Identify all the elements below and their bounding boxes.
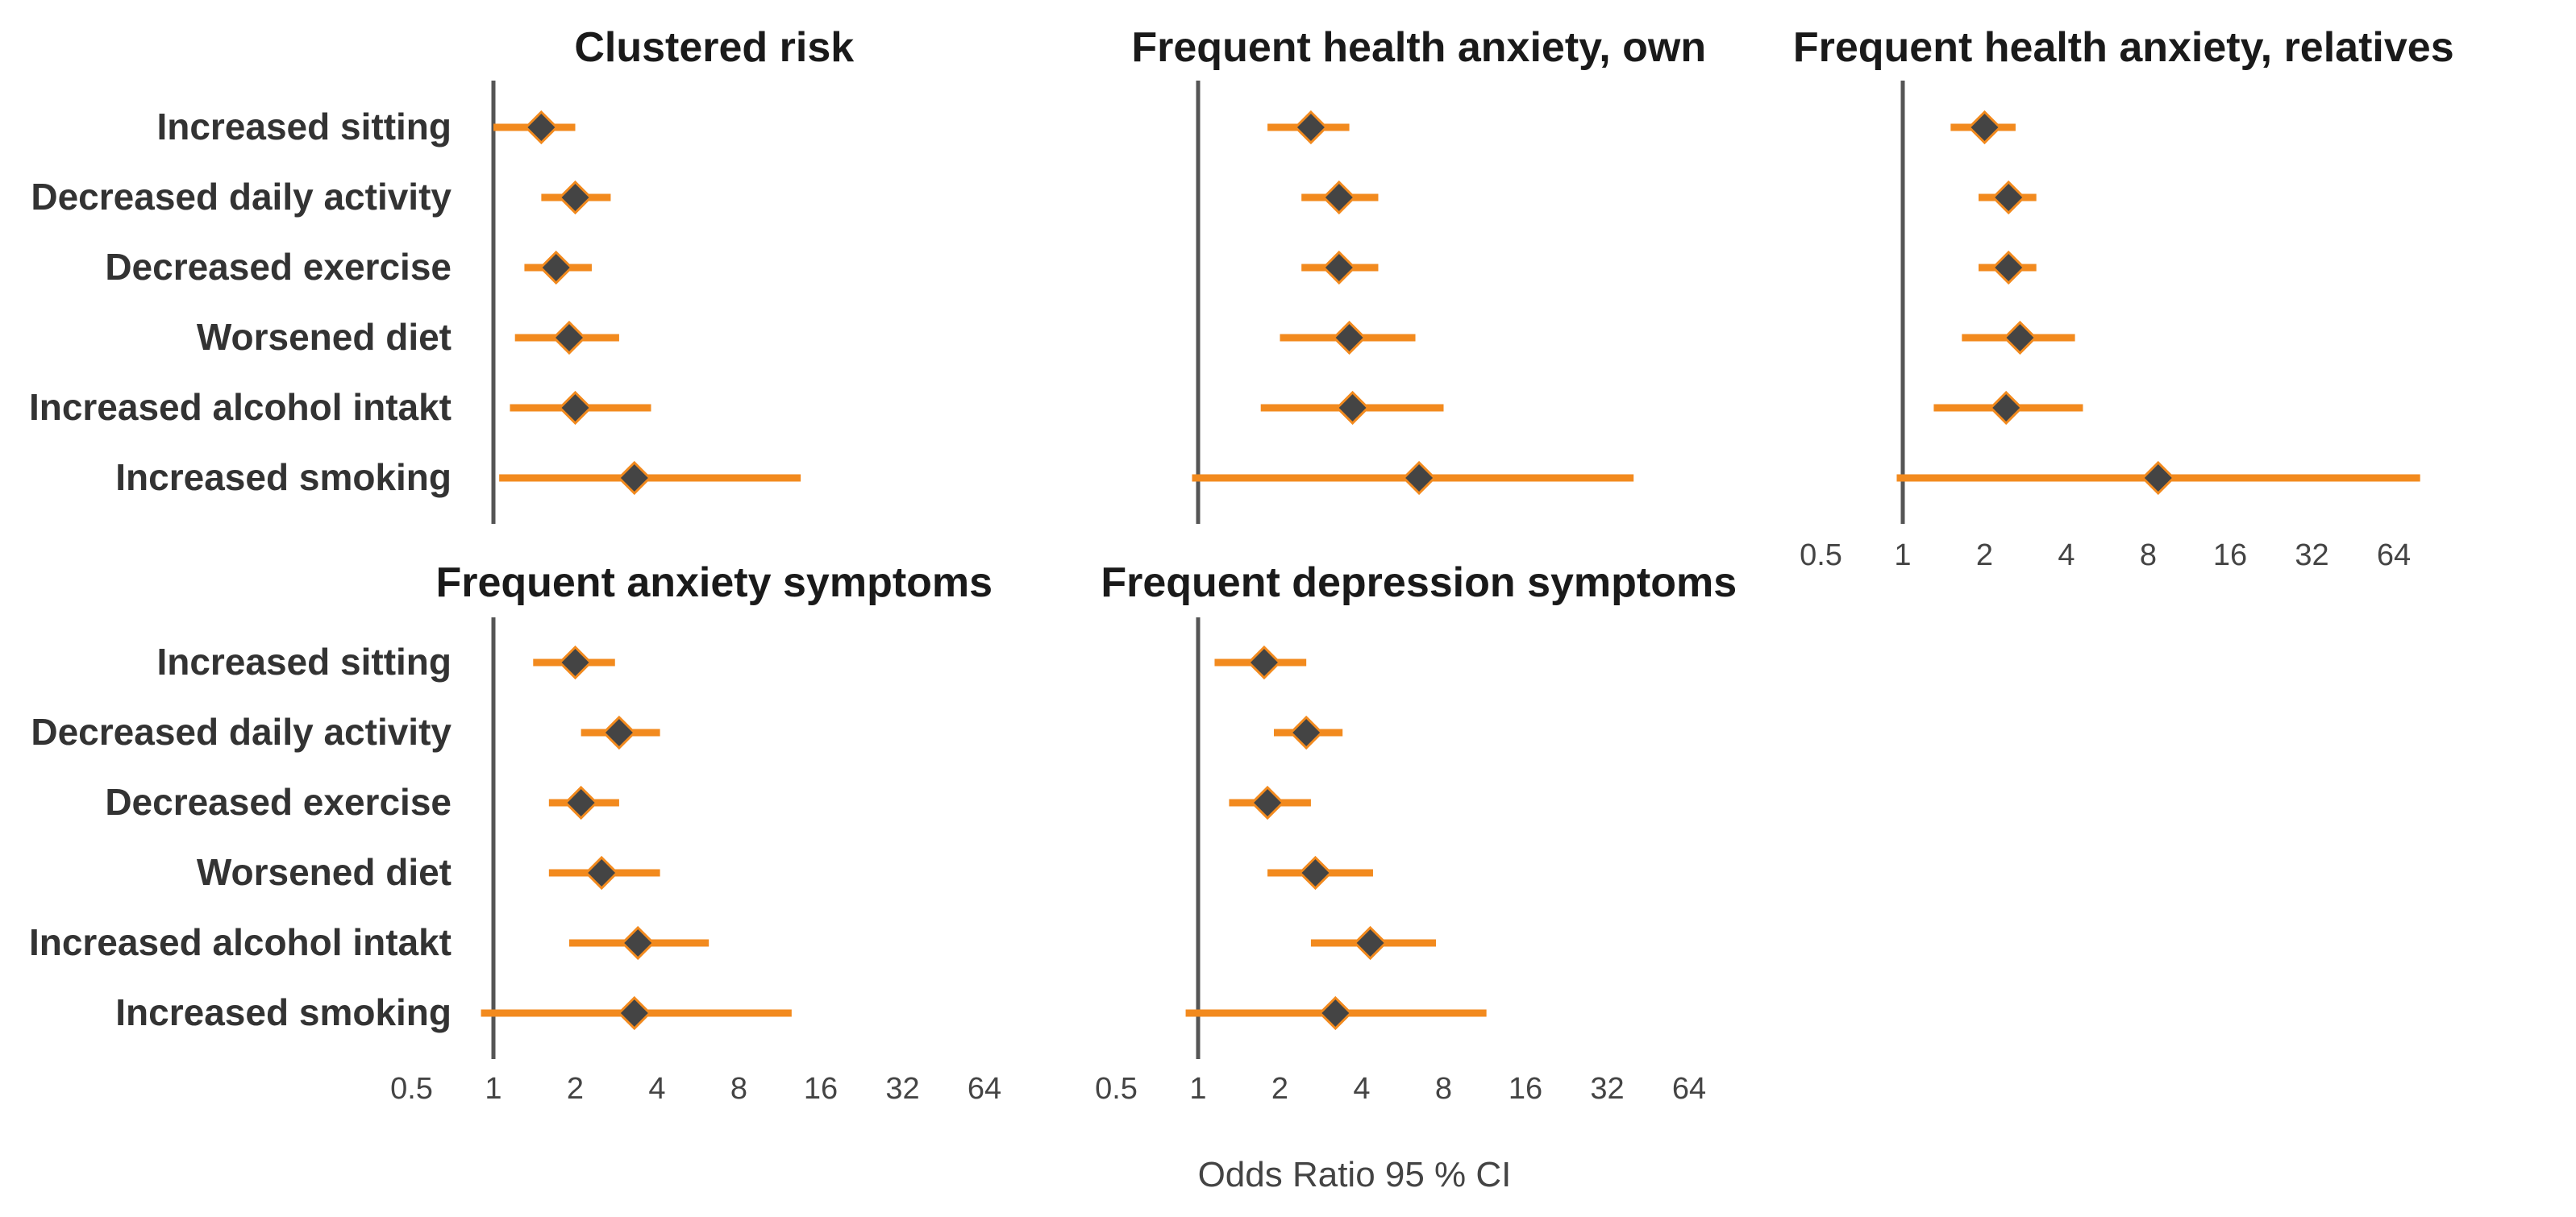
odds-ratio-point: [551, 320, 587, 355]
category-label: Increased alcohol intakt: [29, 921, 452, 963]
x-tick-label: 1: [1894, 538, 1911, 572]
x-tick-label: 4: [648, 1072, 665, 1106]
odds-ratio-point: [1246, 645, 1282, 680]
x-tick-label: 32: [885, 1072, 919, 1106]
x-tick-label: 2: [1976, 538, 1993, 572]
odds-ratio-point: [1298, 855, 1333, 891]
x-tick-label: 2: [567, 1072, 584, 1106]
odds-ratio-point: [1321, 250, 1356, 285]
odds-ratio-point: [1401, 460, 1437, 496]
odds-ratio-point: [1353, 925, 1388, 961]
odds-ratio-point: [539, 250, 573, 285]
panel-title: Frequent depression symptoms: [1101, 559, 1737, 606]
x-tick-label: 1: [485, 1072, 501, 1106]
odds-ratio-point: [558, 645, 593, 680]
category-label: Worsened diet: [197, 851, 452, 893]
category-label: Increased sitting: [156, 641, 452, 683]
odds-ratio-point: [1289, 715, 1324, 750]
odds-ratio-point: [558, 390, 593, 426]
x-tick-label: 16: [804, 1072, 838, 1106]
odds-ratio-point: [1321, 180, 1356, 215]
category-label: Decreased exercise: [105, 781, 452, 823]
odds-ratio-point: [2003, 320, 2037, 355]
x-axis-title: Odds Ratio 95 % CI: [1198, 1155, 1512, 1194]
odds-ratio-point: [617, 460, 651, 496]
odds-ratio-point: [2141, 460, 2175, 496]
panel-title: Frequent health anxiety, own: [1131, 24, 1706, 71]
odds-ratio-point: [1967, 110, 2002, 145]
odds-ratio-point: [617, 995, 651, 1031]
panel-title: Clustered risk: [574, 24, 854, 71]
x-tick-label: 64: [1672, 1072, 1706, 1106]
x-tick-label: 4: [1353, 1072, 1370, 1106]
x-tick-label: 1: [1189, 1072, 1206, 1106]
category-label: Increased smoking: [115, 991, 452, 1033]
odds-ratio-point: [564, 785, 598, 820]
category-label: Worsened diet: [197, 316, 452, 358]
category-label: Decreased daily activity: [31, 711, 452, 753]
x-tick-label: 8: [1435, 1072, 1452, 1106]
odds-ratio-point: [621, 925, 655, 961]
odds-ratio-point: [1335, 390, 1370, 426]
odds-ratio-point: [585, 855, 619, 891]
x-tick-label: 0.5: [1095, 1072, 1138, 1106]
x-tick-label: 64: [968, 1072, 1001, 1106]
x-tick-label: 4: [2058, 538, 2075, 572]
category-label: Increased smoking: [115, 456, 452, 498]
odds-ratio-point: [1989, 390, 2024, 426]
category-label: Decreased daily activity: [31, 176, 452, 218]
category-label: Increased sitting: [156, 106, 452, 147]
x-tick-label: 2: [1271, 1072, 1288, 1106]
odds-ratio-point: [524, 110, 559, 145]
x-tick-label: 16: [1509, 1072, 1542, 1106]
panel-title: Frequent health anxiety, relatives: [1793, 24, 2454, 71]
odds-ratio-point: [601, 715, 637, 750]
x-tick-label: 8: [730, 1072, 747, 1106]
x-tick-label: 0.5: [1800, 538, 1842, 572]
x-tick-label: 0.5: [390, 1072, 433, 1106]
x-tick-label: 64: [2377, 538, 2411, 572]
odds-ratio-point: [1991, 250, 2026, 285]
odds-ratio-point: [1250, 785, 1285, 820]
odds-ratio-point: [1293, 110, 1329, 145]
panel-title: Frequent anxiety symptoms: [435, 559, 993, 606]
category-label: Increased alcohol intakt: [29, 386, 452, 428]
odds-ratio-point: [558, 180, 593, 215]
x-tick-label: 32: [2295, 538, 2328, 572]
odds-ratio-point: [1318, 995, 1353, 1031]
x-tick-label: 32: [1590, 1072, 1624, 1106]
x-tick-label: 8: [2140, 538, 2157, 572]
odds-ratio-point: [1332, 320, 1367, 355]
odds-ratio-point: [1991, 180, 2026, 215]
x-tick-label: 16: [2213, 538, 2247, 572]
category-label: Decreased exercise: [105, 246, 452, 288]
